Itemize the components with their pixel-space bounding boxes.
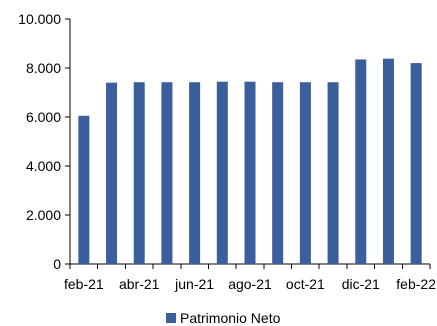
x-tick-label: jun-21 bbox=[174, 276, 214, 292]
y-tick-label: 2.000 bbox=[26, 207, 61, 223]
y-tick-label: 4.000 bbox=[26, 158, 61, 174]
x-tick-label: feb-22 bbox=[396, 276, 436, 292]
bar bbox=[272, 82, 284, 265]
x-tick-label: ago-21 bbox=[228, 276, 272, 292]
bar bbox=[189, 82, 201, 265]
bar bbox=[355, 59, 367, 264]
x-tick-label: feb-21 bbox=[64, 276, 104, 292]
bar bbox=[161, 82, 173, 265]
legend-swatch bbox=[166, 313, 176, 323]
bars bbox=[78, 58, 422, 265]
y-axis: 0 2.000 4.000 6.000 8.000 10.000 bbox=[18, 11, 71, 272]
bar bbox=[133, 82, 145, 265]
x-axis: feb-21 abr-21 jun-21 ago-21 oct-21 dic-21 feb-… bbox=[64, 263, 436, 292]
bar bbox=[410, 63, 422, 264]
bar bbox=[244, 81, 256, 264]
bar bbox=[327, 82, 339, 265]
bar bbox=[216, 81, 228, 264]
bar bbox=[299, 82, 311, 265]
legend-label: Patrimonio Neto bbox=[180, 310, 281, 326]
y-tick-label: 10.000 bbox=[18, 11, 61, 27]
bar bbox=[382, 58, 394, 264]
y-tick-label: 6.000 bbox=[26, 109, 61, 125]
y-tick-label: 0 bbox=[53, 256, 61, 272]
bar bbox=[106, 82, 118, 264]
legend: Patrimonio Neto bbox=[166, 310, 281, 326]
x-tick-label: abr-21 bbox=[119, 276, 160, 292]
x-tick-label: oct-21 bbox=[286, 276, 325, 292]
x-tick-label: dic-21 bbox=[342, 276, 380, 292]
y-tick-label: 8.000 bbox=[26, 60, 61, 76]
bar bbox=[78, 115, 90, 265]
